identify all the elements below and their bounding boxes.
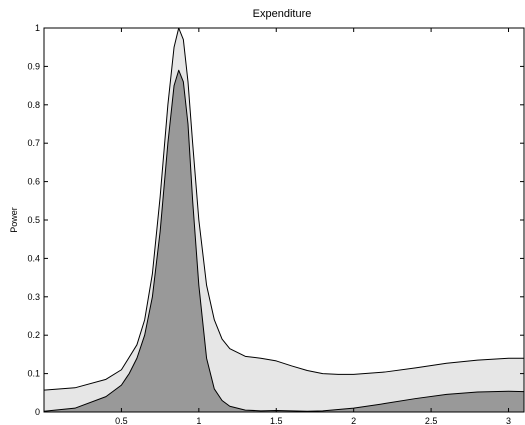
- series-2-area: [44, 70, 524, 413]
- y-tick-label: 0: [35, 407, 40, 417]
- y-tick-label: 0.2: [27, 330, 40, 340]
- x-tick-label: 1: [196, 416, 201, 425]
- plot-background: [44, 28, 524, 412]
- y-tick-label: 0.1: [27, 369, 40, 379]
- y-tick-label: 0.7: [27, 138, 40, 148]
- y-tick-label: 0.3: [27, 292, 40, 302]
- x-tick-label: 2: [351, 416, 356, 425]
- series-1-line: [43, 27, 524, 391]
- y-tick-label: 0.6: [27, 177, 40, 187]
- y-axis-title: Power: [9, 207, 19, 233]
- y-tick-label: 0.4: [27, 253, 40, 263]
- x-tick-label: 1.5: [270, 416, 283, 425]
- y-tick-label: 0.9: [27, 61, 40, 71]
- x-tick-label: 2.5: [425, 416, 438, 425]
- y-tick-label: 0.5: [27, 215, 40, 225]
- x-axis: 0.5 1 1.5 2 2.5 3: [115, 28, 511, 425]
- y-tick-label: 0.8: [27, 100, 40, 110]
- y-axis: 0 0.1 0.2 0.3 0.4 0.5 0.6 0.7 0.8 0.9 1: [27, 23, 524, 417]
- x-tick-label: 3: [506, 416, 511, 425]
- y-tick-label: 1: [35, 23, 40, 33]
- chart-title: Expenditure: [253, 8, 312, 20]
- plot-area: [43, 27, 525, 413]
- x-tick-label: 0.5: [115, 416, 128, 425]
- series-2-line: [43, 69, 525, 412]
